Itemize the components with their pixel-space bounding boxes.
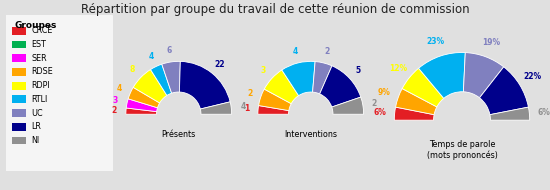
Bar [12, 109, 26, 117]
Text: Temps de parole
(mots prononcés): Temps de parole (mots prononcés) [427, 140, 497, 161]
Wedge shape [394, 107, 434, 120]
Bar [12, 27, 26, 35]
Text: 3: 3 [113, 97, 118, 105]
Wedge shape [395, 89, 437, 115]
Text: RDSE: RDSE [31, 67, 53, 76]
Wedge shape [258, 106, 289, 114]
Text: NI: NI [31, 136, 40, 145]
Text: 4: 4 [292, 47, 298, 56]
Text: 23%: 23% [427, 37, 445, 46]
Wedge shape [464, 53, 504, 98]
Text: 12%: 12% [389, 64, 407, 73]
Text: 2: 2 [112, 106, 117, 115]
Text: Répartition par groupe du travail de cette réunion de commission: Répartition par groupe du travail de cet… [81, 3, 469, 16]
Wedge shape [151, 64, 172, 95]
Wedge shape [419, 52, 465, 98]
Bar [12, 95, 26, 103]
Wedge shape [312, 62, 332, 94]
Wedge shape [128, 87, 160, 108]
Wedge shape [264, 70, 299, 104]
Text: RTLI: RTLI [31, 95, 47, 104]
Wedge shape [162, 61, 180, 93]
Wedge shape [480, 67, 529, 115]
Text: 4: 4 [148, 51, 153, 60]
Text: UC: UC [31, 108, 43, 118]
Text: 5: 5 [356, 66, 361, 75]
Text: Groupes: Groupes [14, 21, 57, 30]
Text: 6%: 6% [538, 108, 550, 117]
FancyBboxPatch shape [4, 14, 114, 173]
Text: Présents: Présents [162, 130, 196, 139]
Bar [12, 41, 26, 48]
Text: 22%: 22% [523, 72, 541, 82]
Text: 4: 4 [240, 102, 245, 111]
Bar [12, 137, 26, 144]
Wedge shape [490, 107, 530, 120]
Text: 4: 4 [117, 84, 122, 93]
Wedge shape [126, 108, 157, 114]
Text: RDPI: RDPI [31, 81, 50, 90]
Text: EST: EST [31, 40, 46, 49]
Text: 9%: 9% [378, 88, 390, 97]
Text: SER: SER [31, 54, 47, 63]
Wedge shape [332, 97, 364, 114]
Text: 22: 22 [214, 60, 224, 69]
Text: 2: 2 [247, 89, 252, 98]
Text: 19%: 19% [482, 38, 500, 47]
Text: Interventions: Interventions [284, 130, 337, 139]
Wedge shape [179, 61, 230, 109]
Text: 3: 3 [261, 66, 266, 75]
Wedge shape [200, 102, 232, 114]
Text: 6%: 6% [373, 108, 386, 117]
Wedge shape [282, 61, 315, 96]
Wedge shape [320, 66, 361, 107]
Text: 6: 6 [167, 46, 172, 55]
Wedge shape [126, 99, 157, 112]
Wedge shape [402, 68, 444, 107]
Bar [12, 123, 26, 131]
Text: 1: 1 [244, 105, 249, 113]
Wedge shape [133, 70, 167, 103]
Text: CRCE: CRCE [31, 26, 53, 35]
Bar [12, 54, 26, 62]
Text: LR: LR [31, 122, 41, 131]
Text: 2: 2 [372, 99, 377, 108]
Bar [12, 68, 26, 76]
Text: 2: 2 [324, 47, 329, 56]
Bar [12, 82, 26, 89]
Wedge shape [258, 89, 291, 111]
Text: 8: 8 [130, 65, 135, 74]
